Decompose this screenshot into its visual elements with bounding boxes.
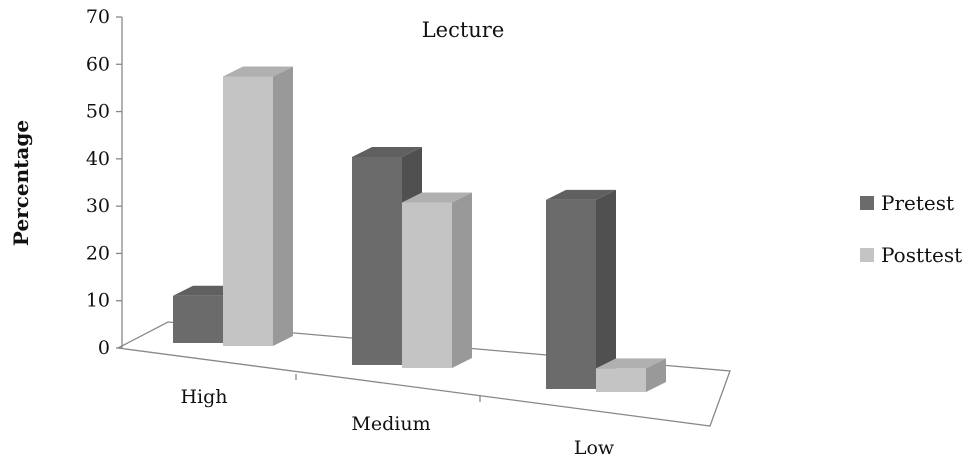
- bar-side-pretest-low: [596, 189, 616, 389]
- legend-swatch-posttest: [860, 248, 874, 262]
- y-tick-label: 30: [86, 195, 110, 217]
- bar-pretest-low: [546, 199, 596, 389]
- y-tick-label: 70: [86, 6, 110, 28]
- bar-top-posttest-low: [596, 358, 666, 369]
- bar-top-posttest-medium: [402, 192, 472, 203]
- bar-top-posttest-high: [223, 66, 293, 77]
- bar-posttest-high: [223, 76, 273, 346]
- bar-side-posttest-low: [646, 358, 666, 392]
- chart-title: Lecture: [422, 18, 505, 42]
- y-tick-label: 40: [86, 148, 110, 170]
- bar-posttest-medium: [402, 202, 452, 368]
- chart-walls: [117, 17, 731, 427]
- y-tick-label: 10: [86, 290, 110, 312]
- bar-posttest-low: [596, 368, 646, 392]
- legend-label-pretest: Pretest: [881, 191, 954, 215]
- x-category-label: High: [180, 386, 227, 408]
- bar-pretest-medium: [352, 156, 402, 365]
- y-axis-label: Percentage: [9, 120, 33, 246]
- bar-side-posttest-medium: [452, 192, 472, 368]
- bar-pretest-high: [173, 295, 223, 343]
- legend-label-posttest: Posttest: [881, 243, 962, 267]
- y-tick-label: 0: [98, 337, 110, 359]
- x-axis-categories: High Medium Low: [180, 386, 614, 459]
- y-tick-label: 20: [86, 242, 110, 264]
- floor-outline: [117, 321, 731, 427]
- legend: Pretest Posttest: [860, 191, 962, 267]
- bars: [173, 66, 666, 392]
- bar-top-pretest-medium: [352, 146, 422, 157]
- x-category-label: Low: [574, 437, 615, 459]
- legend-swatch-pretest: [860, 196, 874, 210]
- bar-side-posttest-high: [273, 66, 293, 346]
- y-tick-label: 50: [86, 101, 110, 123]
- bar-top-pretest-low: [546, 189, 616, 200]
- y-tick-label: 60: [86, 53, 110, 75]
- x-category-label: Medium: [351, 413, 430, 435]
- y-axis-ticks: 0 10 20 30 40 50 60 70: [86, 6, 122, 359]
